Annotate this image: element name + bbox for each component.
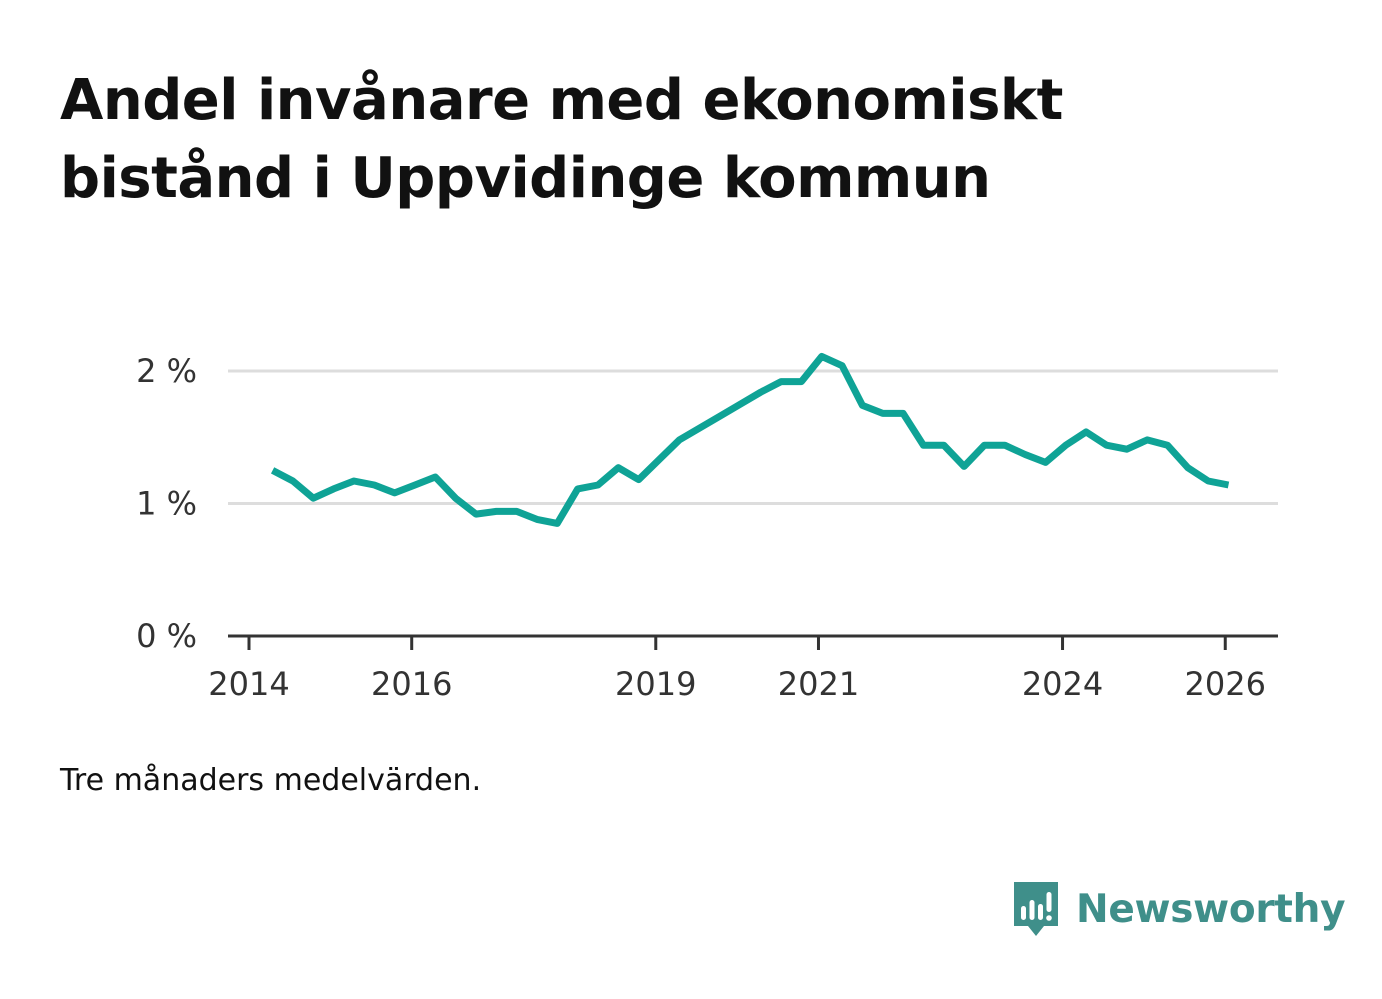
x-tick-label-2021: 2021 xyxy=(778,665,859,703)
series-line-0 xyxy=(270,352,1230,527)
y-axis-ticks: 0 % 1 % 2 % xyxy=(136,352,197,655)
y-tick-label-1: 1 % xyxy=(136,485,197,523)
data-series xyxy=(270,352,1230,527)
chart-note: Tre månaders medelvärden. xyxy=(60,763,482,798)
brand-logo[interactable]: Newsworthy xyxy=(1010,876,1346,942)
newsworthy-logo-icon xyxy=(1014,882,1058,936)
x-tick-label-2014: 2014 xyxy=(208,665,289,703)
y-tick-label-2: 2 % xyxy=(136,352,197,390)
x-tick-label-2024: 2024 xyxy=(1022,665,1103,703)
x-tick-label-2019: 2019 xyxy=(615,665,696,703)
x-axis-ticks: 2014 2016 2019 2021 2024 2026 xyxy=(208,636,1266,703)
chart-title: Andel invånare med ekonomiskt bistånd i … xyxy=(60,68,1063,211)
x-tick-label-2026: 2026 xyxy=(1185,665,1266,703)
grid-lines xyxy=(228,369,1278,505)
x-tick-label-2016: 2016 xyxy=(371,665,452,703)
y-tick-label-0: 0 % xyxy=(136,617,197,655)
brand-name: Newsworthy xyxy=(1076,886,1346,932)
